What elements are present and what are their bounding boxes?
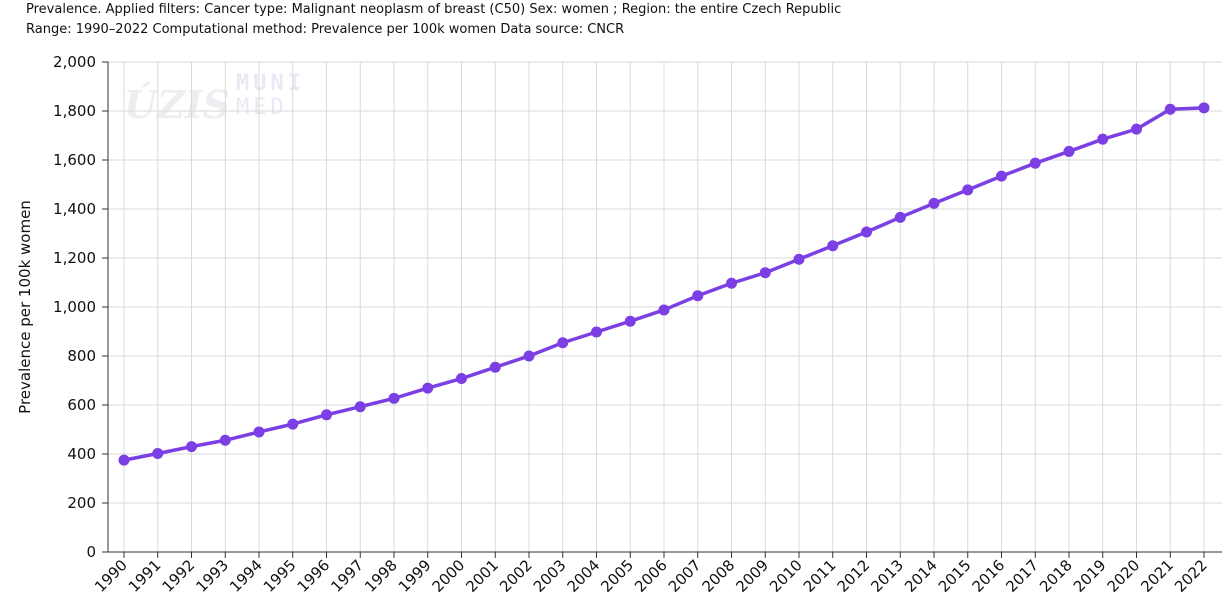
- data-point[interactable]: [523, 350, 535, 362]
- x-tick-label: 2005: [597, 556, 637, 596]
- y-tick-label: 800: [67, 347, 96, 365]
- data-point[interactable]: [861, 226, 872, 238]
- x-tick-label: 2020: [1104, 556, 1144, 596]
- y-tick-label: 1,400: [53, 200, 96, 218]
- y-axis-ticks: 0 200 400 600 800 1,000 1,200 1,400 1,600 1,800 2,…: [53, 53, 108, 561]
- data-point[interactable]: [692, 290, 704, 302]
- data-point[interactable]: [624, 315, 636, 327]
- data-point[interactable]: [388, 392, 400, 404]
- data-point[interactable]: [1164, 103, 1176, 115]
- chart-header: Prevalence. Applied filters: Cancer type…: [26, 0, 841, 40]
- x-tick-label: 1999: [395, 556, 435, 596]
- data-point[interactable]: [354, 401, 366, 413]
- x-tick-label: 2000: [429, 556, 469, 596]
- x-tick-label: 2002: [496, 556, 536, 596]
- x-tick-label: 2022: [1171, 556, 1211, 596]
- y-tick-label: 1,000: [53, 298, 96, 316]
- x-tick-label: 1991: [125, 556, 165, 596]
- data-point[interactable]: [726, 277, 737, 289]
- x-tick-label: 1990: [91, 556, 131, 596]
- x-tick-label: 2004: [564, 556, 604, 596]
- data-point[interactable]: [827, 240, 839, 252]
- y-tick-label: 1,600: [53, 151, 96, 169]
- x-tick-label: 2009: [732, 556, 772, 596]
- x-axis-ticks: 1990199119921993199419951996199719981999…: [91, 552, 1211, 596]
- y-axis-label: Prevalence per 100k women: [16, 200, 34, 414]
- data-point[interactable]: [793, 253, 805, 265]
- y-tick-label: 2,000: [53, 53, 96, 71]
- data-point[interactable]: [1063, 145, 1075, 157]
- x-tick-label: 2021: [1137, 556, 1177, 596]
- data-point[interactable]: [456, 373, 467, 385]
- data-point[interactable]: [287, 418, 299, 430]
- x-tick-label: 2012: [834, 556, 874, 596]
- data-point[interactable]: [118, 454, 130, 466]
- data-point[interactable]: [557, 337, 569, 349]
- data-point[interactable]: [1198, 102, 1210, 114]
- x-tick-label: 1997: [327, 556, 367, 596]
- x-tick-label: 2013: [867, 556, 907, 596]
- y-tick-label: 600: [67, 396, 96, 414]
- data-point[interactable]: [219, 434, 231, 446]
- x-tick-label: 2011: [800, 556, 840, 596]
- x-tick-label: 2006: [631, 556, 671, 596]
- x-tick-label: 2003: [530, 556, 570, 596]
- x-tick-label: 2007: [665, 556, 705, 596]
- data-point[interactable]: [894, 211, 906, 223]
- y-tick-label: 1,200: [53, 249, 96, 267]
- x-tick-label: 2018: [1036, 556, 1076, 596]
- watermark: ÚZIS MUNI MED: [124, 71, 305, 127]
- y-tick-label: 0: [86, 543, 96, 561]
- data-point[interactable]: [186, 441, 197, 453]
- data-point[interactable]: [996, 170, 1007, 182]
- data-point[interactable]: [321, 409, 332, 421]
- x-tick-label: 1996: [294, 556, 334, 596]
- muni-med-logo-line1: MUNI: [236, 71, 305, 96]
- series-prevalence: [118, 102, 1210, 466]
- data-point[interactable]: [658, 304, 670, 316]
- data-point[interactable]: [1131, 123, 1142, 135]
- x-tick-label: 1998: [361, 556, 401, 596]
- data-point[interactable]: [928, 197, 940, 209]
- range-description: Range: 1990–2022 Computational method: P…: [26, 22, 625, 37]
- x-tick-label: 2001: [462, 556, 502, 596]
- data-point[interactable]: [1029, 157, 1041, 169]
- y-tick-label: 1,800: [53, 102, 96, 120]
- x-tick-label: 2019: [1070, 556, 1110, 596]
- data-point[interactable]: [759, 267, 771, 279]
- uzis-logo: ÚZIS: [124, 82, 230, 127]
- data-point[interactable]: [489, 361, 501, 373]
- x-tick-label: 1994: [226, 556, 266, 596]
- x-tick-label: 1993: [192, 556, 232, 596]
- data-point[interactable]: [253, 426, 265, 438]
- data-point[interactable]: [152, 448, 164, 460]
- muni-med-logo-line2: MED: [236, 95, 288, 120]
- x-tick-label: 2014: [901, 556, 941, 596]
- x-tick-label: 2010: [766, 556, 806, 596]
- data-point[interactable]: [422, 382, 434, 394]
- x-tick-label: 1995: [260, 556, 300, 596]
- filter-description: Prevalence. Applied filters: Cancer type…: [26, 2, 842, 17]
- x-tick-label: 2017: [1002, 556, 1042, 596]
- x-tick-label: 2016: [969, 556, 1009, 596]
- data-point[interactable]: [591, 326, 602, 338]
- x-tick-label: 1992: [159, 556, 199, 596]
- data-point[interactable]: [1097, 133, 1109, 145]
- y-tick-label: 200: [67, 494, 96, 512]
- x-tick-label: 2008: [699, 556, 739, 596]
- x-tick-label: 2015: [935, 556, 975, 596]
- data-point[interactable]: [962, 184, 974, 196]
- y-tick-label: 400: [67, 445, 96, 463]
